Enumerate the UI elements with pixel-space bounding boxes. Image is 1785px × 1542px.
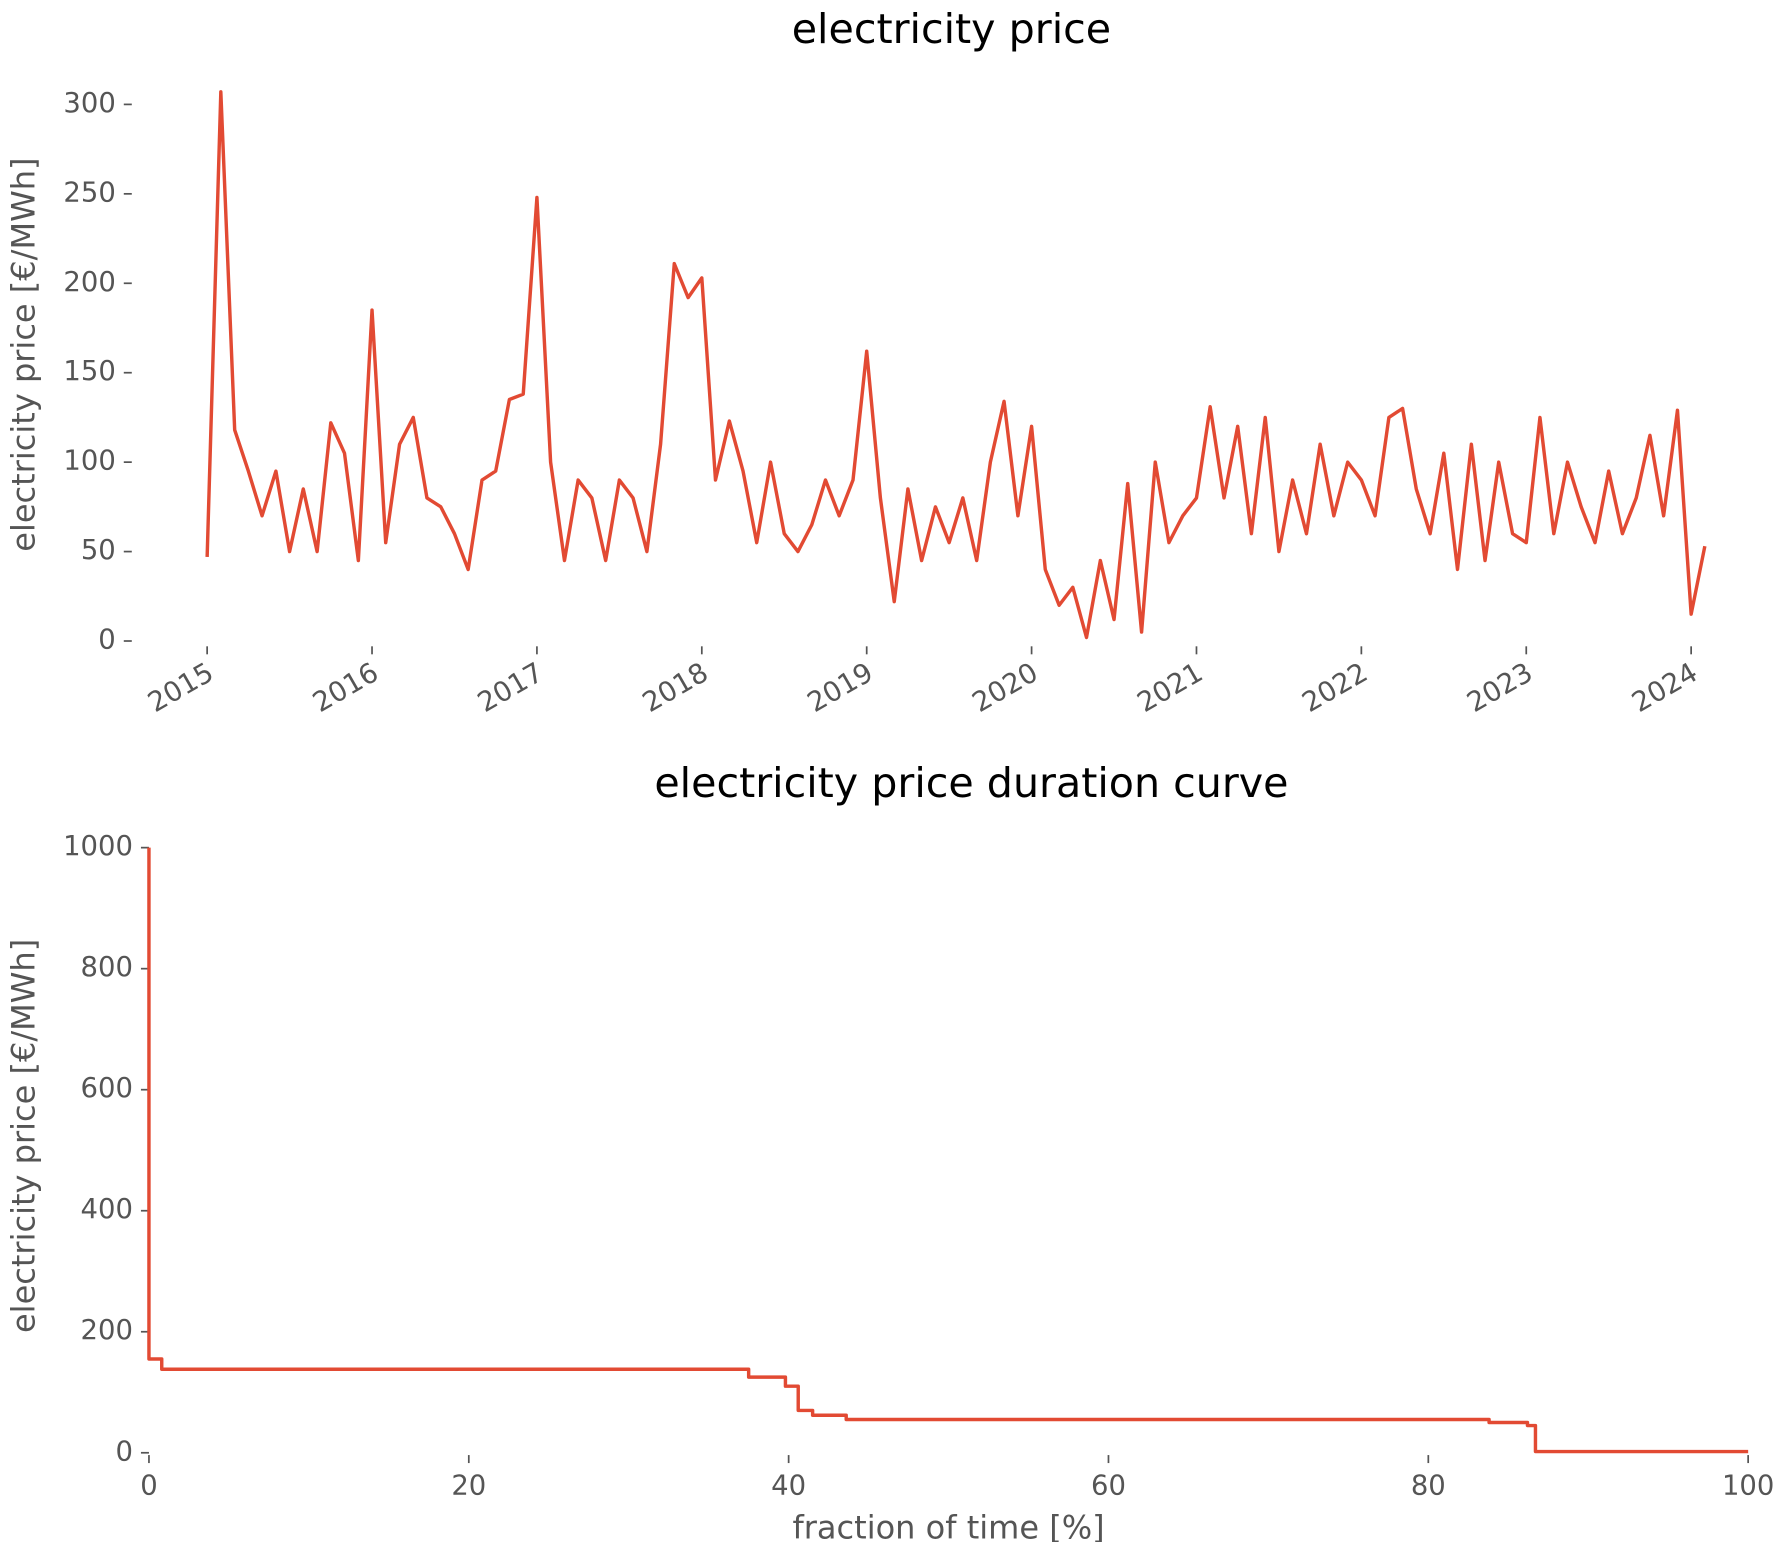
price-line: [147, 847, 1749, 1454]
x-tick-label: 2019: [803, 657, 879, 719]
x-tick-label: 60: [1091, 1471, 1126, 1502]
chart-title: electricity price duration curve: [654, 759, 1288, 807]
y-tick-label: 300: [63, 88, 115, 119]
x-tick-label: 2021: [1132, 657, 1208, 719]
x-tick-label: 0: [140, 1471, 157, 1502]
y-tick-label: 800: [81, 952, 133, 983]
x-tick-label: 2015: [143, 657, 219, 719]
y-axis-label: electricity price [€/MWh]: [4, 939, 42, 1333]
y-tick-label: 50: [81, 535, 116, 566]
x-tick-label: 100: [1722, 1471, 1774, 1502]
x-tick-label: 2022: [1297, 657, 1373, 719]
x-tick-label: 2020: [967, 657, 1043, 719]
y-tick-label: 400: [81, 1194, 133, 1225]
y-tick-label: 1000: [63, 831, 133, 862]
x-tick-label: 2023: [1462, 657, 1538, 719]
x-tick-label: 2024: [1627, 657, 1703, 719]
y-tick-label: 0: [98, 625, 115, 656]
x-tick-label: 80: [1411, 1471, 1446, 1502]
y-tick-label: 0: [115, 1436, 132, 1467]
x-tick-label: 2017: [473, 657, 549, 719]
y-tick-label: 250: [63, 177, 115, 208]
x-tick-label: 2016: [308, 657, 384, 719]
chart-title: electricity price: [792, 5, 1111, 53]
y-tick-label: 100: [63, 446, 115, 477]
y-tick-label: 200: [81, 1315, 133, 1346]
x-tick-label: 40: [771, 1471, 806, 1502]
x-axis-label: fraction of time [%]: [792, 1508, 1104, 1542]
y-tick-label: 200: [63, 267, 115, 298]
y-tick-label: 600: [81, 1073, 133, 1104]
y-axis-label: electricity price [€/MWh]: [4, 157, 42, 551]
x-tick-label: 2018: [638, 657, 714, 719]
y-tick-label: 150: [63, 356, 115, 387]
price-line: [205, 90, 1707, 640]
x-tick-label: 20: [451, 1471, 486, 1502]
